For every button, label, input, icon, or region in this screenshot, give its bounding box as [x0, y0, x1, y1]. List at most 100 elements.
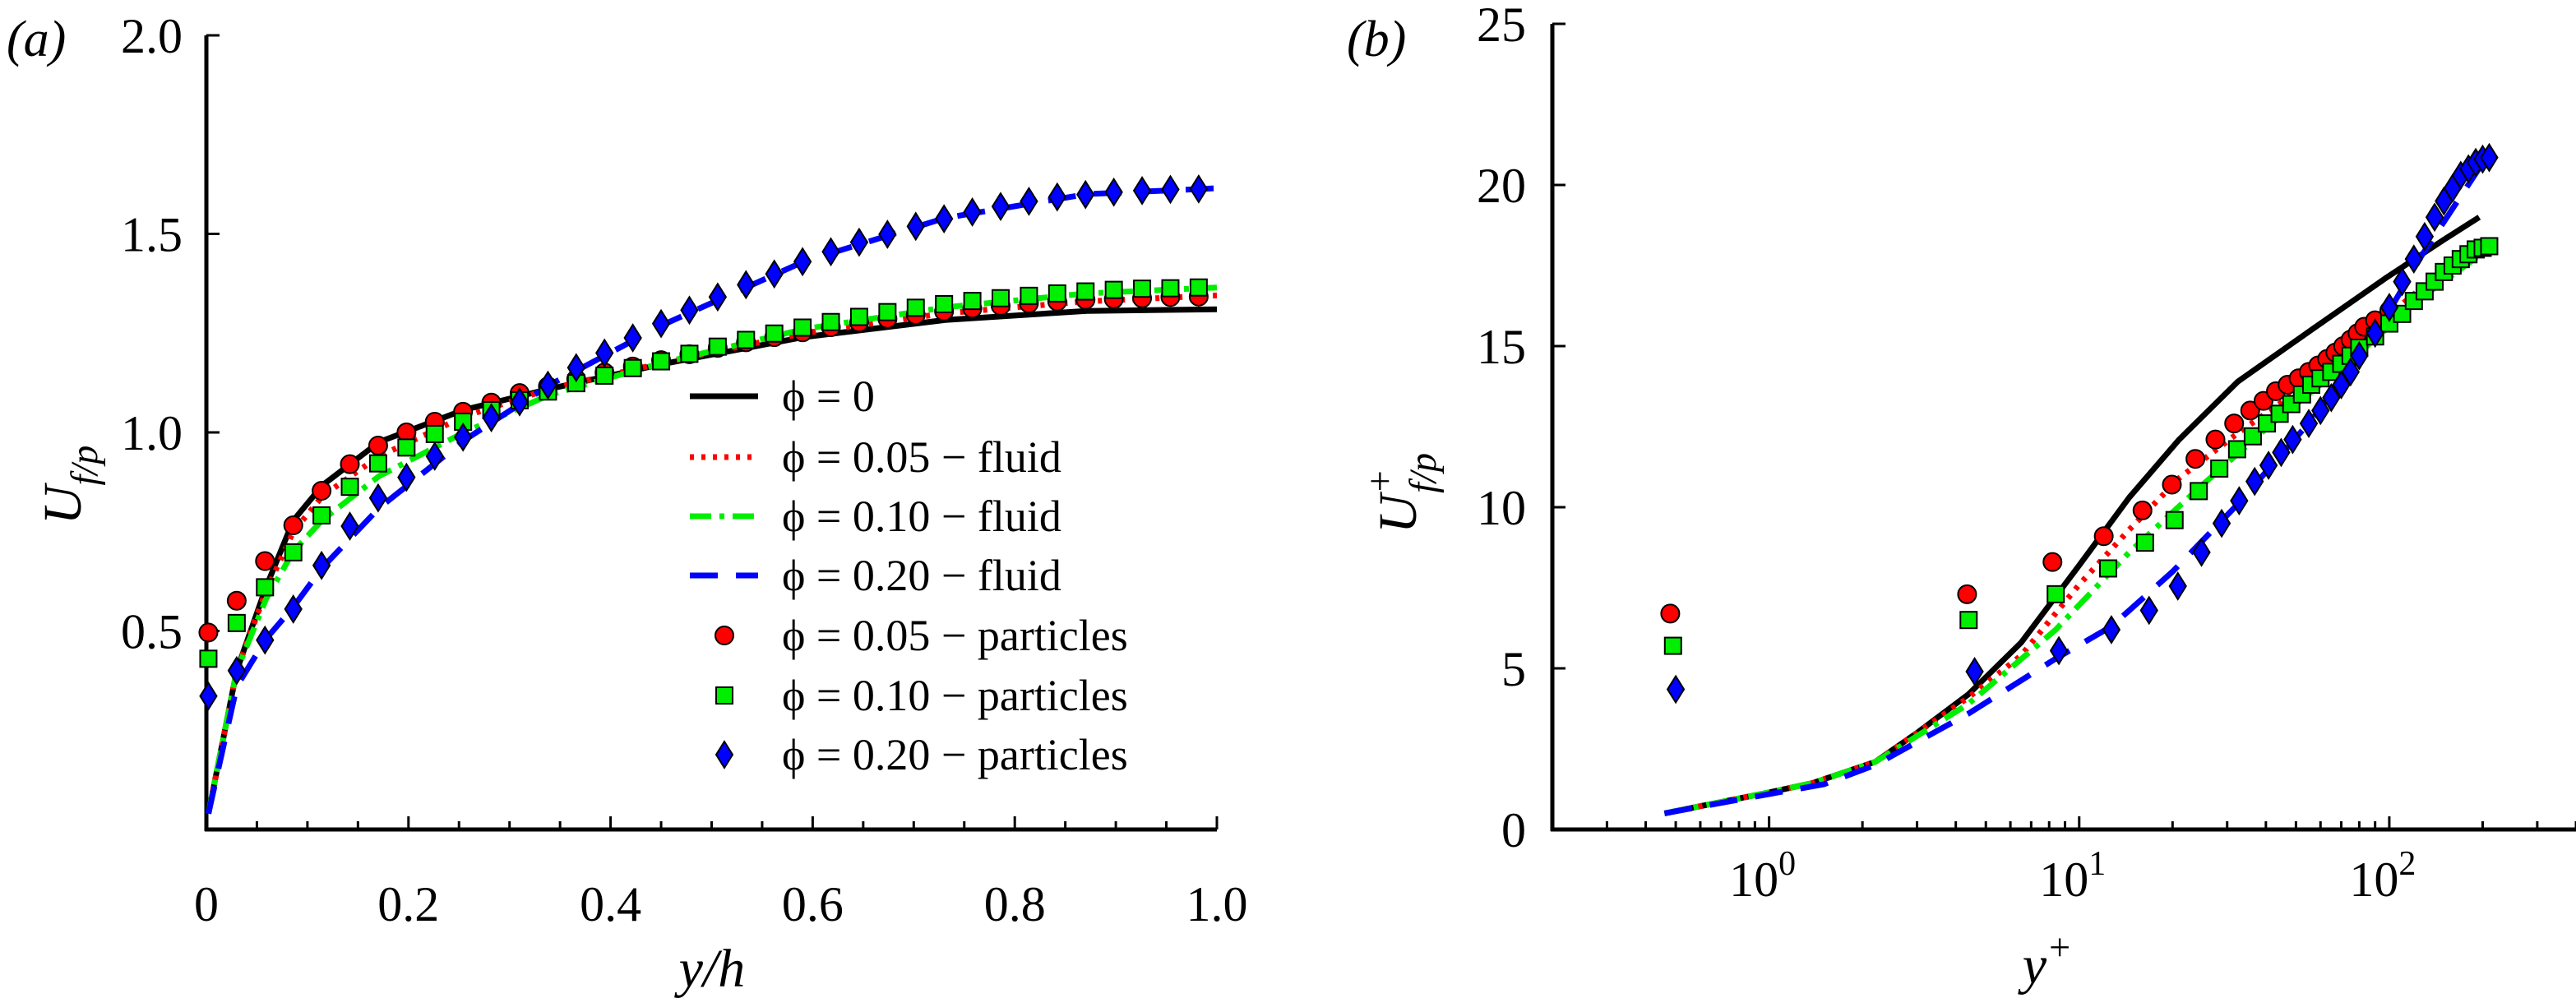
series-line-dashed	[1663, 154, 2490, 816]
y-tick-label: 1.0	[121, 406, 183, 460]
square-marker	[1076, 282, 1095, 301]
square-marker	[2210, 459, 2229, 478]
diamond-marker	[2322, 382, 2341, 413]
y-tick-label: 0	[1501, 803, 1526, 857]
legend-label: ϕ = 0	[782, 372, 875, 421]
diamond-marker	[256, 625, 275, 655]
diamond-marker	[2341, 357, 2360, 387]
tick-exponent: 2	[2398, 845, 2416, 883]
legend-item: ϕ = 0.10 − fluid	[690, 492, 1061, 541]
diamond-marker	[453, 422, 473, 452]
y-axis-label: U+f/p	[1359, 453, 1444, 534]
tick-exponent: 1	[2088, 845, 2106, 883]
diamond-marker	[2102, 615, 2121, 645]
tick-exponent: 0	[1778, 845, 1796, 883]
label-sub: f/p	[1402, 453, 1444, 493]
panel-label: (b)	[1347, 12, 1406, 67]
x-tick-label: 0	[194, 877, 219, 931]
marker-series-diamond	[1666, 142, 2499, 705]
diamond-marker	[482, 403, 501, 433]
diamond-marker	[623, 323, 642, 353]
square-marker	[906, 298, 925, 317]
x-tick-label: 102	[2349, 845, 2416, 907]
x-tick-label: 1.0	[1186, 877, 1248, 931]
x-tick-label: 101	[2039, 845, 2106, 907]
square-marker	[1020, 286, 1038, 305]
tick-base: 10	[2349, 852, 2398, 907]
square-marker	[2135, 534, 2154, 552]
square-marker	[2190, 482, 2208, 501]
diamond-marker	[793, 247, 812, 277]
square-marker	[623, 358, 642, 377]
square-marker	[397, 438, 416, 457]
diamond-marker	[906, 211, 925, 242]
square-marker	[2227, 440, 2246, 459]
diamond-marker	[2311, 395, 2330, 426]
square-marker	[1161, 279, 1180, 298]
label-sup: +	[1359, 469, 1401, 494]
square-marker	[935, 294, 954, 313]
circle-marker	[2132, 500, 2153, 520]
square-marker	[595, 366, 614, 385]
square-marker	[227, 613, 246, 632]
marker-series-circle	[1660, 300, 2399, 624]
square-marker	[340, 478, 359, 497]
panel-label: (a)	[7, 12, 66, 67]
circle-marker	[2093, 526, 2114, 547]
diamond-marker	[737, 270, 756, 300]
y-tick-label: 25	[1477, 0, 1526, 52]
square-marker	[737, 330, 756, 349]
diamond-marker	[567, 353, 585, 383]
square-marker	[652, 352, 671, 371]
diamond-marker	[1076, 179, 1095, 210]
square-marker	[1104, 280, 1123, 299]
square-marker	[765, 324, 784, 343]
square-marker	[2480, 237, 2499, 256]
diamond-marker	[2245, 466, 2264, 497]
square-marker	[1189, 278, 1208, 297]
diamond-marker	[2366, 318, 2384, 349]
circle-marker	[255, 551, 275, 571]
circle-marker	[2205, 429, 2226, 450]
legend-label: ϕ = 0.05 − fluid	[782, 432, 1061, 482]
legend-item: ϕ = 0.10 − particles	[715, 671, 1128, 720]
marker-series-diamond	[199, 174, 1209, 711]
x-tick-label: 0.8	[984, 877, 1046, 931]
panel-a: 0 0.2 0.4 0.6 0.8 1.0 0.5 1.0 1.5 2.0 (a) y/h Uf/p ϕ …	[7, 9, 1248, 998]
y-tick-label: 10	[1477, 481, 1526, 535]
diamond-marker	[2404, 244, 2423, 275]
square-marker	[1959, 611, 1978, 630]
diamond-marker	[2049, 635, 2069, 666]
square-marker	[284, 543, 303, 561]
square-marker	[963, 292, 982, 311]
diamond-marker	[199, 681, 218, 711]
diamond-marker	[2139, 595, 2158, 626]
diamond-marker	[1189, 174, 1209, 204]
diamond-marker	[2230, 486, 2249, 516]
diamond-marker	[1048, 182, 1066, 212]
label-base: y	[2018, 936, 2047, 996]
circle-marker	[2042, 552, 2063, 572]
square-marker	[715, 686, 733, 705]
y-tick-label: 2.0	[121, 9, 183, 63]
square-marker	[1663, 636, 1682, 655]
diamond-marker	[2415, 221, 2435, 252]
circle-marker	[198, 622, 219, 643]
circle-marker	[283, 515, 303, 536]
square-marker	[256, 578, 275, 597]
diamond-marker	[510, 386, 530, 417]
diamond-marker	[2350, 340, 2369, 371]
diamond-marker	[2168, 571, 2187, 601]
square-marker	[680, 344, 699, 363]
diamond-marker	[715, 740, 734, 769]
circle-marker	[2162, 474, 2182, 495]
square-marker	[368, 454, 387, 473]
circle-marker	[2185, 449, 2206, 469]
x-tick-label: 100	[1729, 845, 1796, 907]
legend-label: ϕ = 0.20 − fluid	[782, 551, 1061, 600]
y-tick-label: 15	[1477, 320, 1526, 374]
diamond-marker	[765, 259, 784, 289]
diamond-marker	[397, 462, 416, 492]
diamond-marker	[368, 483, 388, 513]
